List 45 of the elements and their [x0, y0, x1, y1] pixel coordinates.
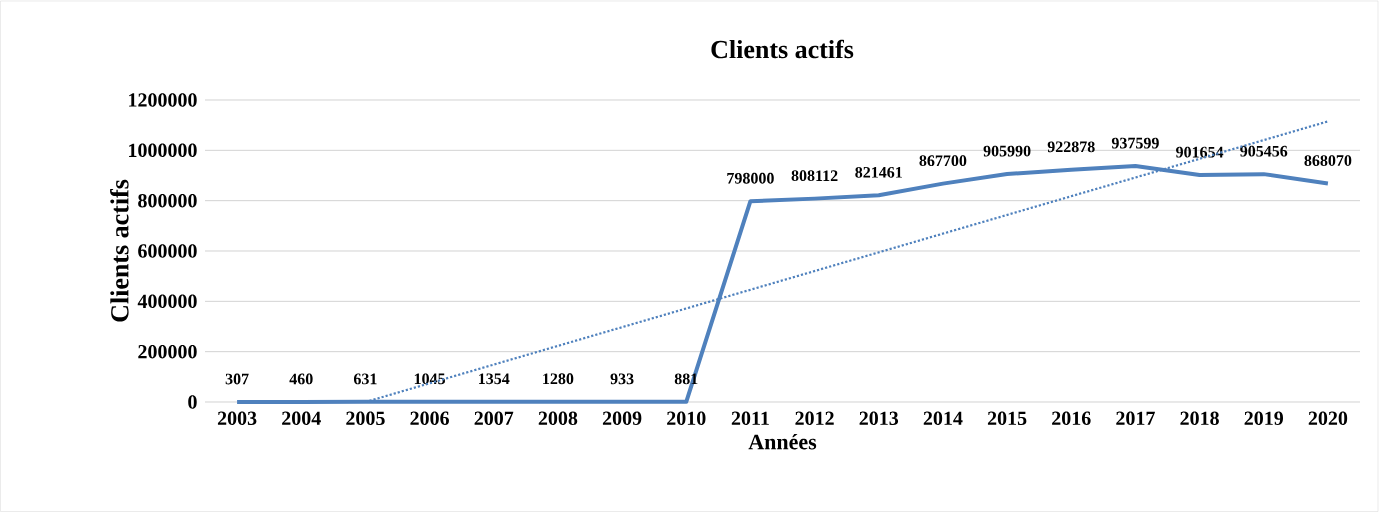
- x-tick-label: 2008: [538, 411, 578, 426]
- data-label: 922878: [1047, 141, 1095, 153]
- x-axis-title: Années: [748, 433, 817, 450]
- x-tick-label: 2010: [667, 411, 706, 426]
- data-label: 1280: [543, 373, 574, 385]
- data-label: 1045: [414, 373, 445, 385]
- data-label: 798000: [727, 172, 774, 184]
- data-label: 867700: [919, 155, 967, 167]
- x-tick-label: 2007: [474, 411, 514, 426]
- x-tick-label: 2011: [731, 411, 769, 426]
- data-label: 808112: [791, 170, 838, 182]
- y-axis-title: Clients actifs: [110, 179, 129, 322]
- x-tick-label: 2019: [1244, 411, 1284, 426]
- data-label: 821461: [855, 166, 902, 178]
- x-tick-label: 2015: [987, 411, 1027, 426]
- x-tick-label: 2016: [1052, 411, 1091, 426]
- data-label: 937599: [1111, 137, 1159, 149]
- x-tick-label: 2018: [1180, 411, 1219, 426]
- x-tick-label: 2006: [410, 411, 449, 426]
- y-tick-label: 1200000: [129, 93, 197, 107]
- x-tick-label: 2012: [795, 411, 834, 426]
- x-tick-label: 2017: [1116, 411, 1155, 426]
- x-tick-label: 2009: [602, 411, 642, 426]
- x-tick-label: 2020: [1308, 411, 1348, 426]
- x-tick-label: 2004: [282, 411, 321, 426]
- y-tick-label: 400000: [137, 294, 197, 309]
- x-tick-label: 2005: [346, 411, 385, 426]
- chart-title: Clients actifs: [711, 39, 854, 59]
- data-label: 901654: [1176, 146, 1224, 158]
- y-tick-label: 800000: [138, 193, 197, 208]
- x-tick-label: 2014: [923, 411, 963, 426]
- data-label: 933: [610, 373, 634, 385]
- data-label: 868070: [1304, 155, 1352, 166]
- y-tick-label: 600000: [138, 244, 197, 258]
- data-label: 460: [289, 373, 313, 385]
- data-label: 905990: [983, 145, 1031, 157]
- data-label: 1354: [479, 373, 510, 385]
- y-tick-label: 200000: [138, 344, 197, 359]
- data-label: 631: [353, 373, 377, 385]
- x-tick-label: 2003: [217, 411, 257, 426]
- x-tick-label: 2013: [859, 411, 899, 426]
- data-label: 307: [225, 373, 249, 385]
- data-label: 905456: [1240, 145, 1288, 157]
- y-tick-label: 0: [188, 395, 197, 409]
- y-tick-label: 1000000: [129, 143, 197, 158]
